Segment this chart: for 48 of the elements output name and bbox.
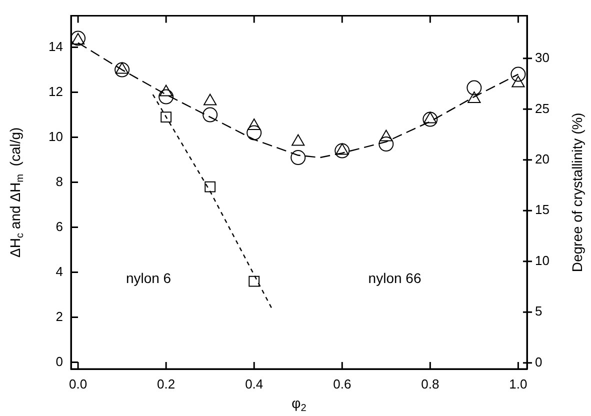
y-tick-label: 4 xyxy=(56,264,63,279)
x-tick-label: 0.0 xyxy=(69,376,88,392)
point xyxy=(160,84,173,96)
annotation: nylon 6 xyxy=(126,270,172,286)
point xyxy=(292,134,305,146)
point xyxy=(246,125,262,140)
y-axis-title: ΔHc and ΔHm (cal/g) xyxy=(6,127,26,258)
point xyxy=(158,89,174,104)
x-tick-label: 0.4 xyxy=(245,376,264,392)
y2-tick-label: 0 xyxy=(535,354,542,370)
y-tick-label: 8 xyxy=(56,174,63,189)
y2-tick-label: 20 xyxy=(535,152,550,166)
y2-axis-title: Degree of crystallinity (%) xyxy=(568,112,585,272)
y-tick-label: 0 xyxy=(56,354,63,369)
x-tick-label: 1.0 xyxy=(509,376,528,392)
x-tick-label: 0.2 xyxy=(157,376,176,392)
point xyxy=(424,112,437,124)
point xyxy=(510,66,526,82)
x-tick-label: 0.8 xyxy=(421,376,440,392)
y-tick-label: 14 xyxy=(48,38,63,54)
annotation: nylon 66 xyxy=(368,270,422,286)
y2-tick-label: 5 xyxy=(535,304,542,319)
x-tick-label: 0.6 xyxy=(333,376,352,392)
y-tick-label: 6 xyxy=(56,218,63,234)
point xyxy=(248,118,261,130)
y2-tick-label: 30 xyxy=(535,50,550,66)
y2-tick-label: 10 xyxy=(535,252,550,268)
point xyxy=(334,143,350,158)
point xyxy=(160,112,172,122)
point xyxy=(114,62,130,78)
y2-tick-label: 25 xyxy=(535,100,550,116)
y2-tick-label: 15 xyxy=(535,202,550,218)
point xyxy=(290,150,306,166)
y-tick-label: 12 xyxy=(48,84,63,99)
point xyxy=(512,76,525,88)
point xyxy=(422,112,438,127)
point xyxy=(378,136,394,152)
point xyxy=(204,94,217,106)
y-tick-label: 10 xyxy=(48,128,63,144)
point xyxy=(468,92,481,104)
point xyxy=(202,107,218,122)
point xyxy=(248,276,260,287)
point xyxy=(204,181,216,192)
y-tick-label: 2 xyxy=(56,308,63,324)
point xyxy=(115,62,129,74)
point xyxy=(336,143,349,155)
point xyxy=(380,130,393,142)
point xyxy=(466,80,482,96)
